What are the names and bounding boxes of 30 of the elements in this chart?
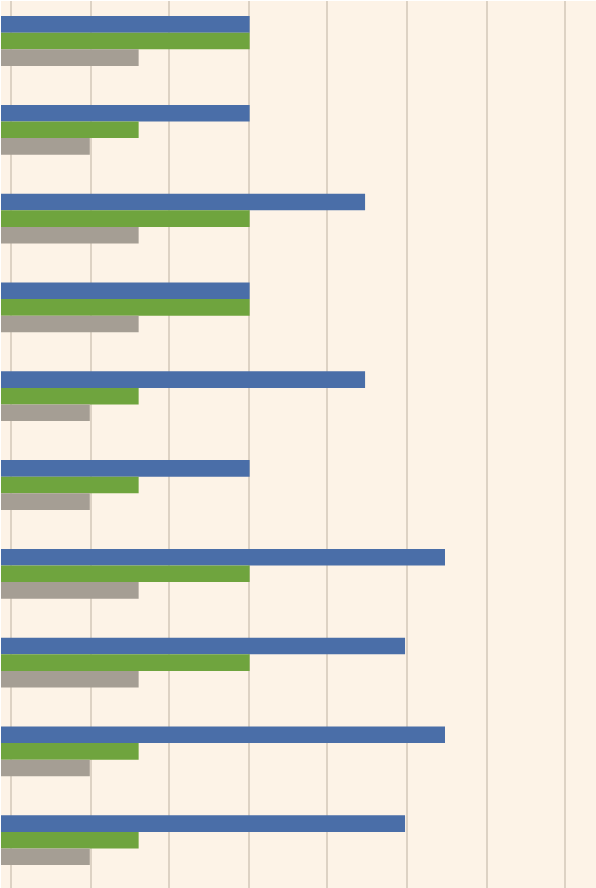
bar <box>1 637 406 655</box>
bar <box>1 726 445 744</box>
bar <box>1 226 139 244</box>
bar <box>1 32 250 50</box>
bar <box>1 371 366 388</box>
bar <box>1 121 139 139</box>
bar <box>1 493 90 510</box>
bar <box>1 815 406 832</box>
bar <box>1 299 250 316</box>
bar <box>1 743 139 760</box>
bar <box>1 16 250 33</box>
bar <box>1 759 90 777</box>
bar <box>1 548 445 566</box>
bar <box>1 49 139 66</box>
bar <box>1 848 90 866</box>
bar <box>1 460 250 477</box>
bar <box>1 104 250 122</box>
bar <box>1 315 139 333</box>
bar <box>1 138 90 155</box>
bar <box>1 210 250 227</box>
bar <box>1 582 139 599</box>
bar <box>1 404 90 422</box>
bar <box>1 282 250 300</box>
bar <box>1 193 366 211</box>
bar <box>1 476 139 494</box>
bar <box>1 387 139 405</box>
bar <box>1 565 250 583</box>
bar <box>1 831 139 849</box>
bar <box>1 670 139 688</box>
bar <box>1 654 250 671</box>
